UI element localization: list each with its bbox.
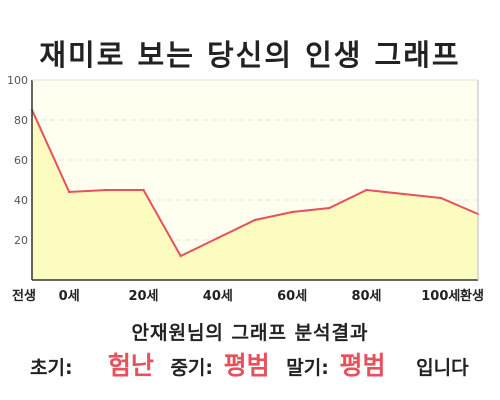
data-point [216,236,220,240]
middle-value: 평범 [223,351,270,380]
early-label: 초기: [30,357,73,379]
x-tick-label: 20세 [128,289,158,304]
data-point [290,210,294,214]
x-tick-label: 80세 [351,289,381,304]
page-title: 재미로 보는 당신의 인생 그래프 [39,38,461,72]
y-tick-label: 40 [14,194,28,207]
data-point [365,188,368,192]
result-summary: 초기: 험난 중기: 평범 말기: 평범 입니다 [30,346,490,382]
x-tick-label: 전생 [12,288,36,304]
y-tick-label: 80 [14,114,28,127]
data-point [402,192,405,196]
data-point [439,196,443,200]
x-tick-label: 100세 [421,289,460,304]
x-tick-label: 0세 [59,289,80,304]
early-value: 험난 [107,351,154,380]
data-point [179,254,182,258]
area-fill [32,110,478,280]
late-value: 평범 [339,351,386,380]
x-tick-label: 60세 [277,289,307,304]
data-point [253,218,257,222]
data-point [105,188,108,192]
x-tick-label: 환생 [460,288,484,304]
data-point [328,206,331,210]
result-title: 안재원님의 그래프 분석결과 [131,322,369,344]
x-tick-label: 40세 [203,289,233,304]
middle-label: 중기: [170,357,214,379]
result-suffix: 입니다 [416,357,469,379]
y-tick-label: 60 [14,154,28,167]
data-point [142,188,145,192]
data-point [67,190,71,194]
y-tick-label: 100 [7,74,28,87]
late-label: 말기: [286,357,329,379]
y-tick-label: 20 [14,234,28,247]
life-graph-chart: 20 40 60 80 100 전생 0세 20세 40세 60세 80세 100세 환생 [7,74,484,304]
